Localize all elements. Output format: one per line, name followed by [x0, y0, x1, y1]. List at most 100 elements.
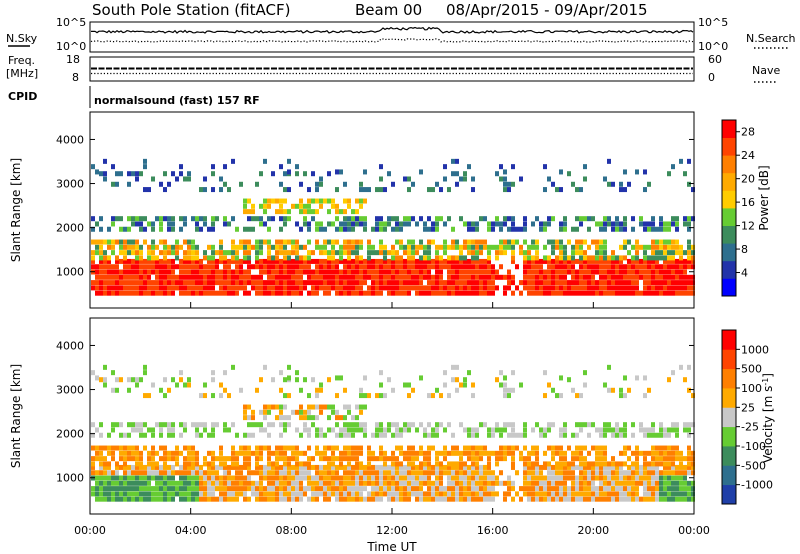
- power-cell: [267, 274, 271, 280]
- power-cell: [395, 250, 399, 256]
- velocity-cell: [627, 456, 631, 462]
- velocity-cell: [251, 450, 255, 456]
- power-cell: [655, 258, 659, 264]
- power-cell: [611, 274, 615, 280]
- velocity-cell: [163, 393, 167, 399]
- velocity-cell: [371, 491, 375, 497]
- power-cell: [223, 216, 227, 222]
- velocity-cell: [335, 464, 339, 470]
- power-cell: [115, 269, 119, 275]
- power-cell: [239, 244, 243, 250]
- colorbar-segment: [722, 155, 736, 174]
- power-cell: [543, 285, 547, 291]
- velocity-cell: [319, 404, 323, 410]
- velocity-cell: [195, 422, 199, 428]
- velocity-cell: [387, 486, 391, 492]
- power-cell: [91, 255, 95, 261]
- power-cell: [543, 226, 547, 232]
- velocity-cell: [575, 486, 579, 492]
- velocity-cell: [531, 445, 535, 451]
- power-cell: [151, 255, 155, 261]
- velocity-cell: [355, 464, 359, 470]
- velocity-cell: [467, 464, 471, 470]
- power-cell: [567, 171, 571, 177]
- power-cell: [623, 269, 627, 275]
- power-cell: [295, 239, 299, 245]
- power-cell: [655, 280, 659, 286]
- velocity-cell: [383, 427, 387, 433]
- velocity-cell: [231, 464, 235, 470]
- velocity-cell: [383, 432, 387, 438]
- power-cell: [671, 244, 675, 250]
- power-cell: [147, 255, 151, 261]
- power-cell: [507, 274, 511, 280]
- velocity-cell: [523, 432, 527, 438]
- power-cell: [495, 250, 499, 256]
- power-cell: [435, 226, 439, 232]
- power-cell: [527, 244, 531, 250]
- power-cell: [263, 239, 267, 245]
- power-cell: [563, 258, 567, 264]
- power-cell: [587, 290, 591, 296]
- velocity-cell: [443, 470, 447, 476]
- velocity-cell: [435, 422, 439, 428]
- power-cell: [179, 274, 183, 280]
- power-cell: [427, 239, 431, 245]
- power-cell: [383, 285, 387, 291]
- velocity-cell: [631, 480, 635, 486]
- power-cell: [607, 290, 611, 296]
- velocity-cell: [399, 470, 403, 476]
- power-cell: [231, 239, 235, 245]
- power-cell: [647, 258, 651, 264]
- power-cell: [451, 239, 455, 245]
- velocity-cell: [391, 387, 395, 393]
- power-cell: [307, 198, 311, 204]
- velocity-cell: [191, 486, 195, 492]
- power-cell: [223, 290, 227, 296]
- power-cell: [611, 181, 615, 187]
- velocity-cell: [315, 393, 319, 399]
- power-cell: [619, 221, 623, 227]
- power-cell: [643, 221, 647, 227]
- velocity-cell: [463, 382, 467, 388]
- velocity-cell: [403, 486, 407, 492]
- velocity-cell: [211, 422, 215, 428]
- power-cell: [591, 258, 595, 264]
- velocity-cell: [367, 445, 371, 451]
- power-cell: [595, 221, 599, 227]
- power-cell: [315, 264, 319, 270]
- velocity-cell: [123, 486, 127, 492]
- velocity-cell: [491, 480, 495, 486]
- velocity-cell: [163, 445, 167, 451]
- power-cell: [627, 264, 631, 270]
- velocity-cell: [679, 475, 683, 481]
- power-cell: [519, 244, 523, 250]
- power-cell: [367, 285, 371, 291]
- velocity-cell: [111, 370, 115, 376]
- velocity-cell: [91, 445, 95, 451]
- velocity-cell: [683, 427, 687, 433]
- velocity-cell: [327, 445, 331, 451]
- power-cell: [499, 250, 503, 256]
- velocity-cell: [291, 450, 295, 456]
- velocity-cell: [203, 393, 207, 399]
- power-cell: [427, 216, 431, 222]
- velocity-cell: [499, 456, 503, 462]
- power-cell: [279, 226, 283, 232]
- velocity-cell: [271, 475, 275, 481]
- power-cell: [679, 255, 683, 261]
- power-cell: [259, 171, 263, 177]
- power-cell: [351, 250, 355, 256]
- velocity-cell: [543, 393, 547, 399]
- velocity-cell: [171, 470, 175, 476]
- power-cell: [551, 264, 555, 270]
- power-cell: [375, 285, 379, 291]
- power-cell: [139, 216, 143, 222]
- power-cell: [115, 290, 119, 296]
- velocity-cell: [171, 450, 175, 456]
- velocity-cell: [671, 475, 675, 481]
- velocity-cell: [271, 486, 275, 492]
- power-cell: [139, 244, 143, 250]
- power-cell: [563, 226, 567, 232]
- velocity-cell: [167, 422, 171, 428]
